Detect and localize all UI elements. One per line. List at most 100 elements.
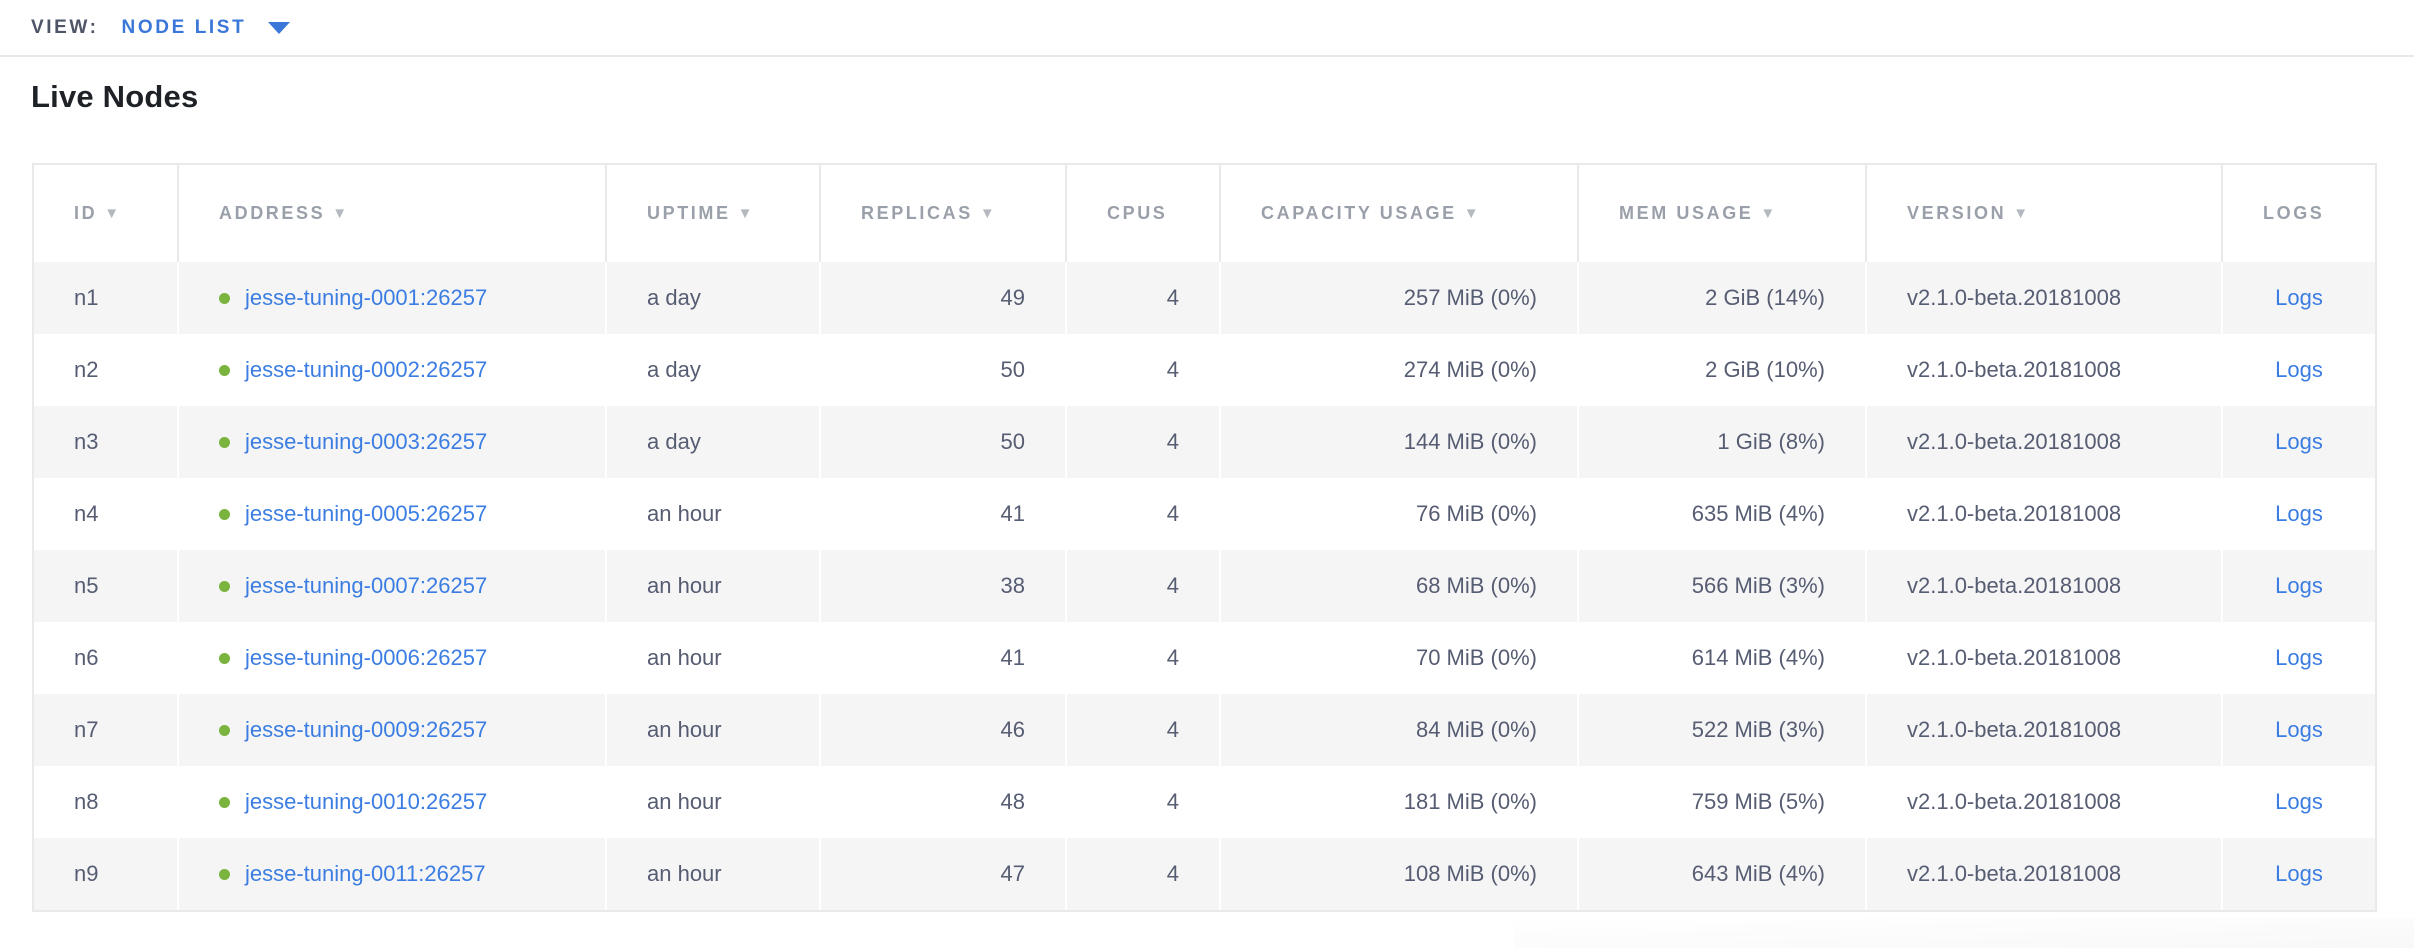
node-address-link[interactable]: jesse-tuning-0011:26257 <box>245 861 486 886</box>
cell-logs: Logs <box>2223 478 2375 550</box>
cell-logs: Logs <box>2223 262 2375 334</box>
column-header-uptime[interactable]: UPTIME▼ <box>607 165 821 262</box>
sort-desc-icon: ▼ <box>738 205 755 222</box>
node-address-link[interactable]: jesse-tuning-0007:26257 <box>245 573 487 598</box>
cell-node-id: n7 <box>34 694 179 766</box>
cell-address: jesse-tuning-0005:26257 <box>179 478 607 550</box>
node-healthy-icon <box>219 581 230 592</box>
node-healthy-icon <box>219 797 230 808</box>
cell-cpus: 4 <box>1067 838 1221 910</box>
cell-cpus: 4 <box>1067 406 1221 478</box>
cell-version: v2.1.0-beta.20181008 <box>1867 334 2223 406</box>
cell-logs: Logs <box>2223 622 2375 694</box>
logs-link[interactable]: Logs <box>2275 861 2323 886</box>
node-healthy-icon <box>219 653 230 664</box>
cell-cpus: 4 <box>1067 766 1221 838</box>
bottom-fade <box>1514 918 2414 948</box>
node-address-link[interactable]: jesse-tuning-0010:26257 <box>245 789 487 814</box>
cell-replicas: 50 <box>821 406 1067 478</box>
cell-cpus: 4 <box>1067 694 1221 766</box>
column-header-capacity-usage[interactable]: CAPACITY USAGE▼ <box>1221 165 1579 262</box>
cell-logs: Logs <box>2223 406 2375 478</box>
cell-version: v2.1.0-beta.20181008 <box>1867 550 2223 622</box>
sort-desc-icon: ▼ <box>1760 205 1777 222</box>
node-healthy-icon <box>219 365 230 376</box>
logs-link[interactable]: Logs <box>2275 357 2323 382</box>
node-healthy-icon <box>219 437 230 448</box>
logs-link[interactable]: Logs <box>2275 717 2323 742</box>
cell-node-id: n4 <box>34 478 179 550</box>
cell-capacity-usage: 108 MiB (0%) <box>1221 838 1579 910</box>
column-header-address[interactable]: ADDRESS▼ <box>179 165 607 262</box>
cell-address: jesse-tuning-0001:26257 <box>179 262 607 334</box>
node-address-link[interactable]: jesse-tuning-0003:26257 <box>245 429 487 454</box>
sort-desc-icon: ▼ <box>332 205 349 222</box>
table-row: n1 jesse-tuning-0001:26257 a day 49 4 25… <box>34 262 2375 334</box>
cell-replicas: 41 <box>821 478 1067 550</box>
cell-mem-usage: 643 MiB (4%) <box>1579 838 1867 910</box>
column-header-mem-usage[interactable]: MEM USAGE▼ <box>1579 165 1867 262</box>
column-header-id[interactable]: ID▼ <box>34 165 179 262</box>
node-address-link[interactable]: jesse-tuning-0009:26257 <box>245 717 487 742</box>
cell-version: v2.1.0-beta.20181008 <box>1867 478 2223 550</box>
cell-address: jesse-tuning-0003:26257 <box>179 406 607 478</box>
chevron-down-icon <box>268 22 290 34</box>
cell-mem-usage: 759 MiB (5%) <box>1579 766 1867 838</box>
column-header-logs: LOGS <box>2223 165 2375 262</box>
cell-mem-usage: 2 GiB (14%) <box>1579 262 1867 334</box>
cell-replicas: 48 <box>821 766 1067 838</box>
cell-address: jesse-tuning-0010:26257 <box>179 766 607 838</box>
node-healthy-icon <box>219 725 230 736</box>
cell-address: jesse-tuning-0007:26257 <box>179 550 607 622</box>
cell-logs: Logs <box>2223 550 2375 622</box>
cell-replicas: 41 <box>821 622 1067 694</box>
cell-mem-usage: 614 MiB (4%) <box>1579 622 1867 694</box>
cell-uptime: an hour <box>607 694 821 766</box>
cell-node-id: n8 <box>34 766 179 838</box>
logs-link[interactable]: Logs <box>2275 573 2323 598</box>
logs-link[interactable]: Logs <box>2275 501 2323 526</box>
live-nodes-table: ID▼ ADDRESS▼ UPTIME▼ REPLICAS▼ CPUS CAPA… <box>32 163 2377 912</box>
table-row: n7 jesse-tuning-0009:26257 an hour 46 4 … <box>34 694 2375 766</box>
logs-link[interactable]: Logs <box>2275 645 2323 670</box>
logs-link[interactable]: Logs <box>2275 789 2323 814</box>
node-address-link[interactable]: jesse-tuning-0002:26257 <box>245 357 487 382</box>
cell-replicas: 46 <box>821 694 1067 766</box>
cell-node-id: n5 <box>34 550 179 622</box>
node-address-link[interactable]: jesse-tuning-0005:26257 <box>245 501 487 526</box>
cell-version: v2.1.0-beta.20181008 <box>1867 766 2223 838</box>
logs-link[interactable]: Logs <box>2275 429 2323 454</box>
cell-uptime: an hour <box>607 550 821 622</box>
node-address-link[interactable]: jesse-tuning-0001:26257 <box>245 285 487 310</box>
view-selector-dropdown[interactable]: NODE LIST <box>122 17 291 39</box>
cell-node-id: n6 <box>34 622 179 694</box>
cell-logs: Logs <box>2223 766 2375 838</box>
cell-uptime: an hour <box>607 766 821 838</box>
cell-replicas: 50 <box>821 334 1067 406</box>
table-row: n6 jesse-tuning-0006:26257 an hour 41 4 … <box>34 622 2375 694</box>
cell-uptime: a day <box>607 406 821 478</box>
node-healthy-icon <box>219 293 230 304</box>
cell-version: v2.1.0-beta.20181008 <box>1867 262 2223 334</box>
cell-address: jesse-tuning-0009:26257 <box>179 694 607 766</box>
cell-node-id: n1 <box>34 262 179 334</box>
cell-uptime: an hour <box>607 478 821 550</box>
view-selector-value: NODE LIST <box>122 17 247 39</box>
sort-desc-icon: ▼ <box>1464 205 1481 222</box>
cell-cpus: 4 <box>1067 622 1221 694</box>
table-row: n8 jesse-tuning-0010:26257 an hour 48 4 … <box>34 766 2375 838</box>
cell-node-id: n9 <box>34 838 179 910</box>
node-healthy-icon <box>219 509 230 520</box>
sort-desc-icon: ▼ <box>104 205 121 222</box>
cell-node-id: n3 <box>34 406 179 478</box>
logs-link[interactable]: Logs <box>2275 285 2323 310</box>
sort-desc-icon: ▼ <box>980 205 997 222</box>
column-header-replicas[interactable]: REPLICAS▼ <box>821 165 1067 262</box>
cell-uptime: an hour <box>607 622 821 694</box>
column-header-version[interactable]: VERSION▼ <box>1867 165 2223 262</box>
cell-version: v2.1.0-beta.20181008 <box>1867 406 2223 478</box>
cell-uptime: a day <box>607 334 821 406</box>
node-address-link[interactable]: jesse-tuning-0006:26257 <box>245 645 487 670</box>
sort-desc-icon: ▼ <box>2013 205 2030 222</box>
cell-logs: Logs <box>2223 838 2375 910</box>
